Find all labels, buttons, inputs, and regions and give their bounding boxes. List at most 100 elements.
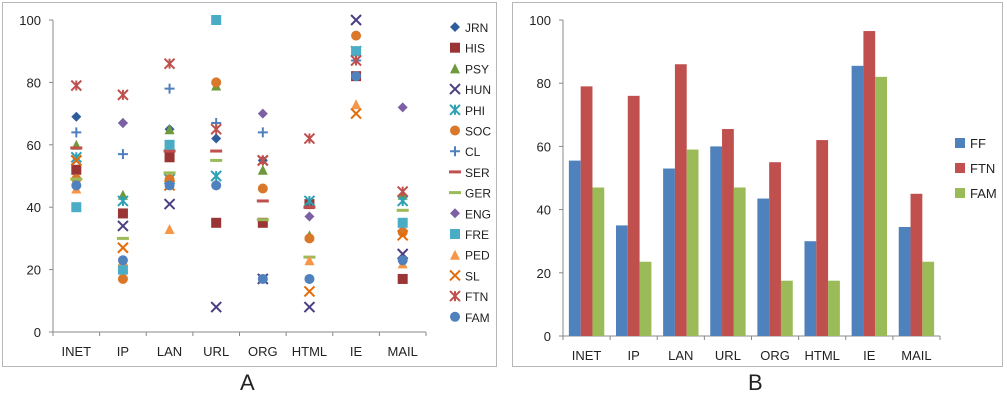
scatter-chart-panel: 0 20 40 60 80 100 INET IP LAN URL ORG HTML IE MAIL JRN…: [2, 2, 497, 367]
bar-fam-url: [733, 187, 746, 336]
legend-marker-sl: [449, 269, 461, 282]
bar-fam-org: [780, 280, 793, 336]
legend-swatch-fam: [955, 188, 965, 198]
bars: [568, 31, 935, 337]
bar-fam-inet: [592, 187, 605, 336]
point-fam-inet: [71, 180, 82, 191]
x-tick-label: HTML: [292, 344, 327, 359]
point-cl-inet: [71, 127, 82, 138]
legend-label-soc: SOC: [465, 125, 491, 139]
legend-label-ser: SER: [465, 166, 490, 180]
point-jrn-inet: [71, 111, 82, 122]
bar-ff-html: [804, 241, 817, 336]
legend-marker-phi: [449, 104, 461, 116]
bar-fam-lan: [686, 149, 699, 336]
point-fre-url: [211, 15, 222, 25]
point-fam-org: [257, 273, 268, 284]
legend-label-eng: ENG: [465, 207, 491, 221]
legend-label-his: HIS: [465, 42, 485, 56]
legend-marker-cl: [450, 146, 460, 157]
legend-marker-ser: [449, 170, 461, 174]
legend-label-ftn: FTN: [465, 290, 488, 304]
legend-label-sl: SL: [465, 269, 480, 283]
point-his-lan: [164, 152, 175, 163]
x-tick-label: MAIL: [388, 344, 418, 359]
bar-fam-ip: [639, 261, 652, 336]
legend-marker-hun: [449, 83, 461, 95]
legend-swatch-ff: [955, 138, 965, 148]
y-tick-label: 0: [544, 329, 551, 344]
point-ger-mail: [396, 208, 409, 212]
bar-ftn-mail: [910, 193, 923, 336]
legend-marker-fre: [450, 229, 460, 239]
bar-ff-ip: [615, 225, 628, 336]
point-jrn-url: [211, 133, 222, 144]
scatter-points: [70, 14, 409, 313]
point-fam-html: [304, 273, 315, 284]
bar-ftn-ip: [627, 95, 640, 336]
legend-marker-ftn: [449, 290, 461, 302]
legend-label-phi: PHI: [465, 104, 485, 118]
bar-ff-inet: [568, 160, 581, 336]
y-tick-label: 0: [34, 325, 41, 340]
point-hun-ip: [117, 220, 129, 232]
legend-label-ped: PED: [465, 249, 490, 263]
x-tick-label: URL: [715, 348, 741, 363]
bar-ff-url: [710, 146, 723, 336]
bar-fam-html: [828, 280, 840, 336]
bar-fam-mail: [922, 261, 935, 336]
point-sl-ie: [350, 107, 362, 120]
point-fam-lan: [164, 180, 175, 191]
point-ftn-inet: [70, 79, 83, 92]
point-fam-url: [211, 180, 222, 191]
bar-ftn-lan: [674, 64, 687, 337]
y-tick-label: 40: [27, 200, 41, 215]
legend-label-fre: FRE: [465, 228, 489, 242]
point-hun-html: [303, 301, 316, 313]
legend-marker-ger: [449, 191, 461, 195]
point-fre-ie: [351, 46, 362, 57]
y-tick-label: 80: [27, 75, 41, 90]
y-tick-label: 60: [537, 139, 551, 154]
y-tick-label: 80: [537, 76, 551, 91]
legend: JRN HIS PSY HUN PHI SOC CL SER GER ENG FRE PED SL FTN…: [449, 21, 491, 325]
point-ger-lan: [163, 171, 176, 175]
legend-label-cl: CL: [465, 145, 481, 159]
x-tick-label: INET: [62, 344, 92, 359]
x-tick-label: HTML: [804, 348, 839, 363]
point-soc-url: [211, 77, 222, 88]
point-soc-mail: [397, 227, 408, 238]
point-ger-url: [210, 158, 223, 162]
point-fre-lan: [164, 139, 175, 150]
point-his-inet: [71, 164, 82, 175]
point-fre-inet: [71, 202, 82, 213]
point-sl-ip: [117, 242, 129, 254]
x-tick-label: MAIL: [901, 348, 931, 363]
panel-label-b: B: [748, 370, 763, 395]
point-hun-lan: [163, 198, 176, 210]
point-ftn-html: [303, 132, 316, 145]
legend-marker-jrn: [450, 22, 460, 32]
legend-label-jrn: JRN: [465, 21, 488, 35]
scatter-chart: 0 20 40 60 80 100 INET IP LAN URL ORG HTML IE MAIL JRN…: [19, 13, 491, 359]
point-eng-org: [257, 108, 268, 119]
bar-fam-ie: [875, 76, 888, 336]
bar-ftn-html: [816, 140, 829, 336]
point-ser-url: [210, 149, 223, 153]
legend-marker-his: [450, 42, 460, 53]
point-his-org: [257, 217, 268, 228]
point-eng-ip: [117, 117, 128, 128]
point-hun-ie: [350, 14, 362, 26]
point-fam-mail: [397, 255, 408, 266]
legend-label-fam: FAM: [465, 311, 490, 325]
point-phi-ip: [117, 195, 129, 207]
point-cl-ip: [117, 149, 128, 160]
point-ger-org: [256, 218, 269, 222]
bar-ff-org: [757, 198, 770, 336]
point-ger-inet: [70, 177, 83, 181]
point-soc-org: [257, 183, 268, 194]
point-fre-ip: [117, 264, 128, 275]
y-tick-label: 20: [537, 266, 551, 281]
point-ser-inet: [70, 146, 83, 150]
